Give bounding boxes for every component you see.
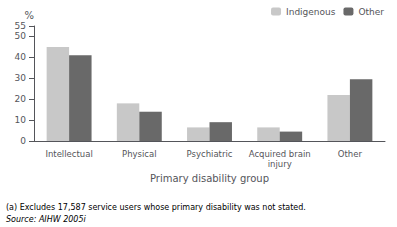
svg-text:injury: injury: [268, 159, 292, 169]
svg-text:30: 30: [15, 73, 27, 83]
svg-text:Physical: Physical: [122, 149, 157, 159]
svg-text:%: %: [24, 10, 34, 21]
svg-text:55: 55: [15, 21, 26, 31]
svg-text:Other: Other: [338, 149, 363, 159]
svg-text:50: 50: [15, 31, 27, 41]
svg-text:40: 40: [15, 52, 27, 62]
svg-text:0: 0: [20, 136, 26, 146]
svg-text:Other: Other: [358, 7, 384, 17]
svg-text:(a) Excludes 17,587 service us: (a) Excludes 17,587 service users whose …: [6, 203, 306, 212]
svg-text:Source: AIHW 2005i: Source: AIHW 2005i: [6, 215, 87, 224]
svg-text:Acquired brain: Acquired brain: [249, 149, 311, 159]
svg-text:Psychiatric: Psychiatric: [187, 149, 233, 159]
svg-text:Intellectual: Intellectual: [45, 149, 92, 159]
svg-text:10: 10: [15, 115, 27, 125]
svg-text:Indigenous: Indigenous: [286, 7, 336, 17]
svg-text:20: 20: [15, 94, 27, 104]
svg-text:Primary disability group: Primary disability group: [150, 173, 269, 184]
